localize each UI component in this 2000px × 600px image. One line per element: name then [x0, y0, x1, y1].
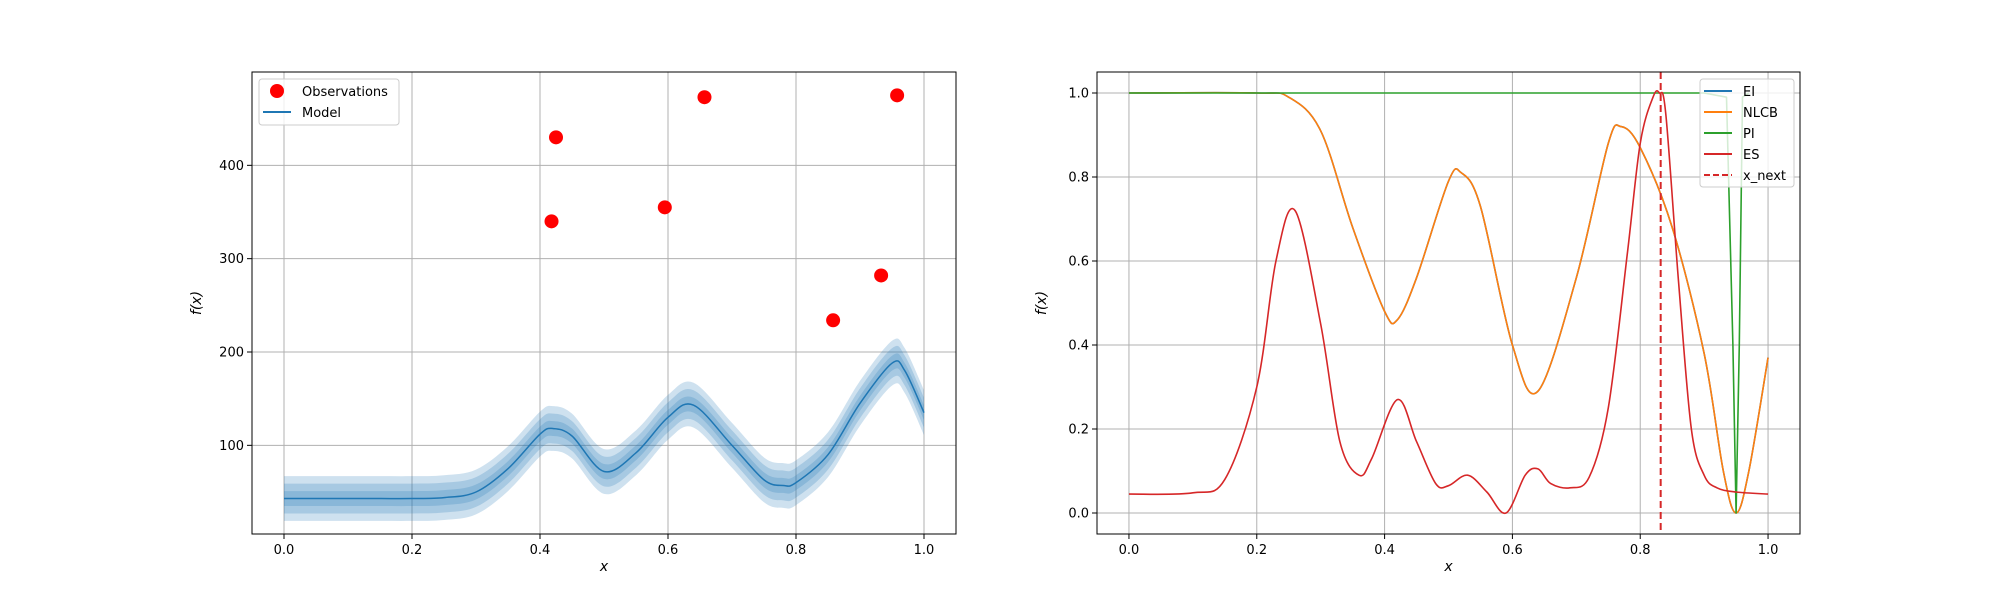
x-tick-label: 1.0 — [1758, 543, 1779, 558]
confidence-band-3 — [284, 353, 924, 507]
series-line-nlcb — [1128, 91, 1769, 514]
x-tick-label: 1.0 — [914, 543, 935, 558]
y-tick-label: 0.2 — [1068, 423, 1089, 438]
observation-point — [874, 268, 889, 283]
legend-label-ei: EI — [1743, 85, 1755, 100]
legend-box — [1699, 78, 1795, 188]
legend-marker-observations — [270, 84, 284, 98]
right-plot-acquisition: 0.0 0.2 0.4 0.6 0.8 1.0 0.0 0.2 0.4 0.6 0.8 1.0 x f… — [1034, 71, 1801, 575]
observation-point — [890, 88, 905, 103]
x-tick-label: 0.4 — [1374, 543, 1395, 558]
x-tick-label: 0.8 — [1630, 543, 1651, 558]
left-plot-ylabel: f(x) — [189, 291, 205, 315]
left-plot-xlabel: x — [599, 559, 609, 575]
right-plot-grid — [1097, 72, 1800, 534]
left-plot-legend: Observations Model — [258, 78, 400, 126]
right-plot-legend: EI NLCB PI ES x_next — [1699, 78, 1795, 188]
legend-label-es: ES — [1743, 148, 1759, 163]
series-line-pi — [1128, 92, 1750, 514]
right-plot-frame — [1096, 71, 1801, 535]
left-plot-model: 0.0 0.2 0.4 0.6 0.8 1.0 100 200 300 400 x f(x) Ob… — [189, 71, 957, 575]
y-tick-label: 200 — [219, 346, 244, 361]
confidence-band-1 — [284, 338, 924, 522]
x-tick-label: 0.0 — [1119, 543, 1140, 558]
y-tick-label: 300 — [219, 252, 244, 267]
y-tick-label: 0.8 — [1068, 171, 1089, 186]
series-line-es — [1128, 90, 1769, 514]
observation-point — [826, 313, 841, 328]
legend-label-observations: Observations — [302, 85, 388, 100]
y-tick-label: 400 — [219, 159, 244, 174]
y-tick-label: 0.4 — [1068, 339, 1089, 354]
legend-label-model: Model — [302, 106, 341, 121]
left-plot-ticks: 0.0 0.2 0.4 0.6 0.8 1.0 100 200 300 400 — [219, 159, 934, 558]
x-tick-label: 0.6 — [658, 543, 679, 558]
right-plot-ticks: 0.0 0.2 0.4 0.6 0.8 1.0 0.0 0.2 0.4 0.6 0.8 1.0 — [1068, 87, 1778, 559]
observation-point — [697, 90, 712, 105]
legend-label-pi: PI — [1743, 127, 1755, 142]
x-tick-label: 0.2 — [402, 543, 423, 558]
right-plot-ylabel: f(x) — [1034, 291, 1050, 315]
legend-label-x_next: x_next — [1743, 169, 1786, 184]
x-tick-label: 0.4 — [530, 543, 551, 558]
confidence-band-2 — [284, 345, 924, 514]
model-confidence-bands — [284, 338, 924, 522]
series-line-ei — [1128, 91, 1769, 514]
model-mean-line — [283, 360, 925, 500]
observation-point — [544, 214, 559, 229]
legend-label-nlcb: NLCB — [1743, 106, 1778, 121]
x-tick-label: 0.8 — [786, 543, 807, 558]
left-plot-observations — [544, 88, 905, 328]
left-plot-frame — [251, 71, 957, 535]
y-tick-label: 0.6 — [1068, 255, 1089, 270]
legend-box — [258, 78, 400, 126]
y-tick-label: 100 — [219, 439, 244, 454]
x-tick-label: 0.6 — [1502, 543, 1523, 558]
observation-point — [549, 130, 563, 145]
left-plot-lines — [283, 360, 925, 500]
observation-point — [657, 200, 672, 215]
left-plot-grid — [252, 72, 956, 534]
y-tick-label: 0.0 — [1068, 507, 1089, 522]
x-tick-label: 0.0 — [274, 543, 295, 558]
y-tick-label: 1.0 — [1068, 87, 1089, 102]
right-plot-lines — [1128, 72, 1769, 534]
x-tick-label: 0.2 — [1246, 543, 1267, 558]
right-plot-xlabel: x — [1443, 559, 1453, 575]
